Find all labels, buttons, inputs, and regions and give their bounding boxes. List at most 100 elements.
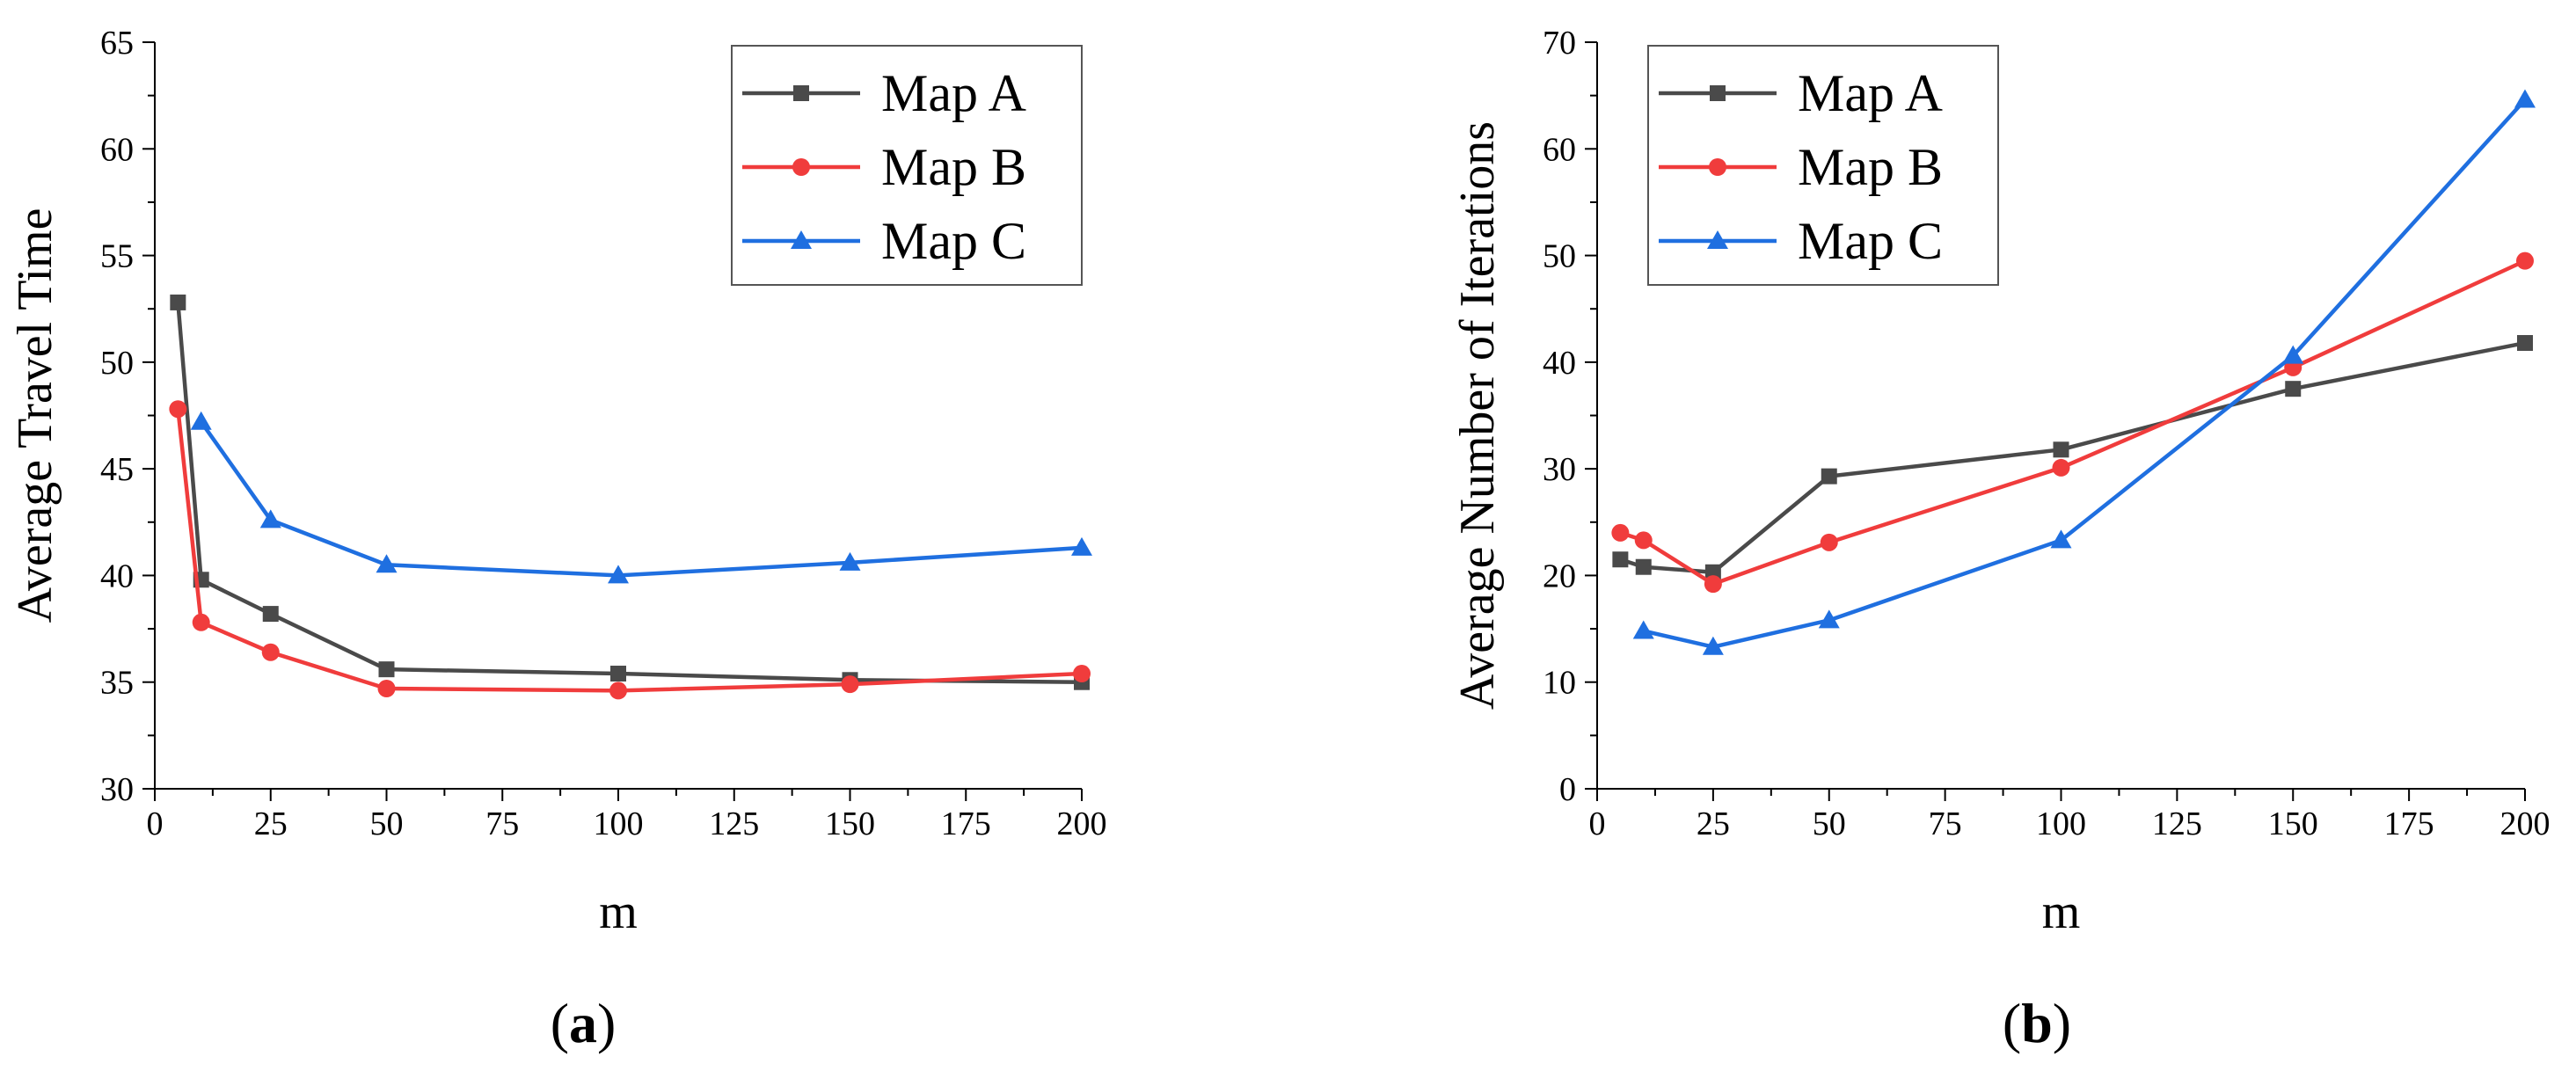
x-tick-label: 200 xyxy=(1057,805,1107,842)
panel-label: (a) xyxy=(551,992,617,1054)
data-point-map-a xyxy=(1612,551,1629,568)
x-tick-label: 175 xyxy=(2384,805,2434,842)
data-point-map-a xyxy=(378,661,395,678)
data-point-map-a xyxy=(2285,381,2302,397)
legend-label-map-a: Map A xyxy=(881,64,1026,122)
series-map-c xyxy=(1632,89,2536,655)
data-point-map-b xyxy=(261,643,280,661)
panel-label: (b) xyxy=(2003,992,2071,1054)
legend-marker-map-a xyxy=(1710,85,1726,101)
data-point-map-a xyxy=(1635,558,1652,575)
series-map-c xyxy=(190,411,1092,584)
data-point-map-b xyxy=(2516,251,2534,270)
data-point-map-c xyxy=(2282,345,2304,364)
legend-label-map-a: Map A xyxy=(1798,64,1943,122)
data-point-map-b xyxy=(1634,531,1653,550)
series-line-map-c xyxy=(199,420,1083,578)
data-point-map-c xyxy=(1702,636,1724,655)
x-axis-title: m xyxy=(599,885,638,939)
x-tick-label: 75 xyxy=(485,805,519,842)
x-tick-label: 150 xyxy=(825,805,875,842)
data-point-map-b xyxy=(1820,533,1838,551)
data-point-map-c xyxy=(2514,89,2536,108)
data-point-map-b xyxy=(377,679,396,697)
y-tick-label: 50 xyxy=(1543,238,1576,275)
y-tick-label: 40 xyxy=(100,558,134,594)
y-axis-title: Average Travel Time xyxy=(8,208,62,623)
legend-label-map-c: Map C xyxy=(1798,212,1943,270)
y-tick-label: 70 xyxy=(1543,25,1576,62)
y-axis-title: Average Number of Iterations xyxy=(1450,121,1505,710)
x-tick-label: 25 xyxy=(1697,805,1730,842)
legend: Map A Map B Map C xyxy=(731,45,1083,286)
y-tick-label: 60 xyxy=(1543,131,1576,168)
y-tick-label: 40 xyxy=(1543,345,1576,382)
x-tick-label: 50 xyxy=(1813,805,1846,842)
data-point-map-a xyxy=(262,606,279,623)
data-point-map-c xyxy=(608,565,629,584)
x-tick-label: 0 xyxy=(147,805,164,842)
y-tick-label: 55 xyxy=(100,238,134,275)
data-point-map-c xyxy=(190,411,212,430)
legend-marker-map-b xyxy=(1709,158,1726,176)
series-line-map-c xyxy=(1643,98,2527,649)
y-tick-label: 35 xyxy=(100,665,134,702)
y-tick-label: 60 xyxy=(100,131,134,168)
legend-marker-map-c xyxy=(791,230,812,249)
data-point-map-a xyxy=(2517,335,2533,352)
data-point-map-c xyxy=(1818,609,1840,629)
legend-marker-map-b xyxy=(792,158,810,176)
y-tick-label: 30 xyxy=(100,771,134,808)
data-point-map-c xyxy=(259,509,281,528)
x-tick-label: 125 xyxy=(709,805,759,842)
legend-marker-map-a xyxy=(793,85,809,101)
x-tick-label: 100 xyxy=(594,805,644,842)
data-point-map-a xyxy=(1821,468,1837,485)
series-line-map-a xyxy=(176,302,1083,684)
legend-label-map-b: Map B xyxy=(1798,138,1943,196)
data-point-map-c xyxy=(839,551,861,571)
data-point-map-b xyxy=(1611,523,1630,542)
x-tick-label: 175 xyxy=(941,805,991,842)
series-map-a xyxy=(170,294,1090,690)
series-line-map-a xyxy=(1619,340,2526,575)
legend: Map A Map B Map C xyxy=(1647,45,1999,286)
chart-a: 0 25 50 75 100 125 150 175 200 30 35 40 45 50 55 60 65 m A… xyxy=(8,25,1107,1054)
x-tick-label: 100 xyxy=(2036,805,2086,842)
y-tick-label: 45 xyxy=(100,451,134,488)
series-map-a xyxy=(1612,335,2533,580)
x-tick-label: 200 xyxy=(2500,805,2550,842)
y-tick-label: 10 xyxy=(1543,665,1576,702)
chart-b: 0 25 50 75 100 125 150 175 200 0 10 20 30 40 50 60 70 m Av… xyxy=(1450,25,2550,1054)
data-point-map-c xyxy=(2050,529,2072,549)
data-point-map-a xyxy=(170,294,186,310)
data-point-map-c xyxy=(376,554,398,573)
data-point-map-b xyxy=(169,400,187,419)
x-axis-title: m xyxy=(2042,885,2081,939)
data-point-map-b xyxy=(1704,575,1722,594)
y-tick-label: 50 xyxy=(100,345,134,382)
data-point-map-b xyxy=(1073,665,1091,683)
data-point-map-b xyxy=(2052,458,2070,477)
x-tick-label: 0 xyxy=(1589,805,1606,842)
y-tick-label: 30 xyxy=(1543,451,1576,488)
data-point-map-a xyxy=(2053,441,2069,458)
x-tick-label: 25 xyxy=(254,805,288,842)
data-point-map-b xyxy=(609,681,627,700)
data-point-map-b xyxy=(192,613,210,631)
series-map-b xyxy=(169,400,1091,700)
series-line-map-b xyxy=(176,408,1083,693)
legend-label-map-b: Map B xyxy=(881,138,1026,196)
data-point-map-c xyxy=(1071,536,1092,556)
x-tick-label: 50 xyxy=(370,805,404,842)
x-tick-label: 150 xyxy=(2268,805,2318,842)
legend-marker-map-c xyxy=(1707,230,1728,249)
y-tick-label: 20 xyxy=(1543,558,1576,594)
data-point-map-a xyxy=(610,666,626,682)
data-point-map-c xyxy=(1632,620,1654,639)
data-point-map-b xyxy=(841,675,859,694)
y-tick-label: 65 xyxy=(100,25,134,62)
y-tick-label: 0 xyxy=(1559,771,1576,808)
x-tick-label: 75 xyxy=(1929,805,1962,842)
